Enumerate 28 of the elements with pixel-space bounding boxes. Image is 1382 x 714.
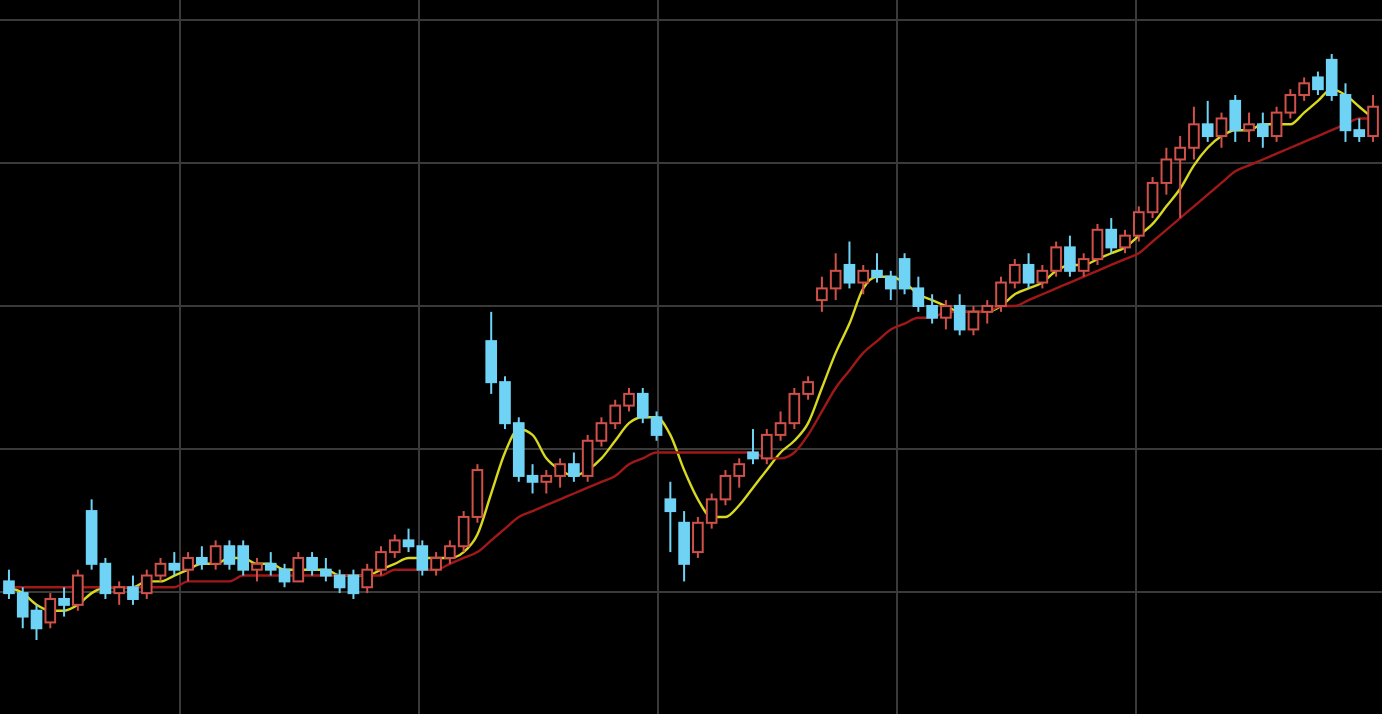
candlestick (940, 299, 952, 331)
candlestick (747, 428, 759, 466)
candlestick (1022, 252, 1035, 290)
candlestick (1243, 111, 1255, 143)
candlestick (292, 551, 305, 583)
candlestick (1367, 94, 1379, 143)
candlestick (843, 240, 856, 290)
candlestick (1256, 111, 1269, 149)
candlestick (1105, 217, 1118, 255)
candlestick (1215, 111, 1228, 149)
candlestick (1201, 99, 1214, 143)
candlestick (58, 586, 70, 618)
candlestick (1229, 94, 1242, 143)
candlestick (127, 574, 139, 606)
candlestick (209, 539, 222, 571)
candlestick (113, 580, 126, 606)
candlestick (568, 451, 580, 483)
candlestick (182, 551, 194, 583)
candlestick (953, 293, 966, 337)
candlestick (251, 556, 263, 583)
candlestick (664, 480, 677, 554)
candlestick (44, 592, 57, 630)
candlestick (678, 510, 690, 583)
candlestick (196, 545, 208, 571)
candlestick (1064, 234, 1076, 278)
candlestick (857, 263, 870, 296)
candlestick (72, 568, 84, 612)
candlestick (168, 551, 181, 577)
